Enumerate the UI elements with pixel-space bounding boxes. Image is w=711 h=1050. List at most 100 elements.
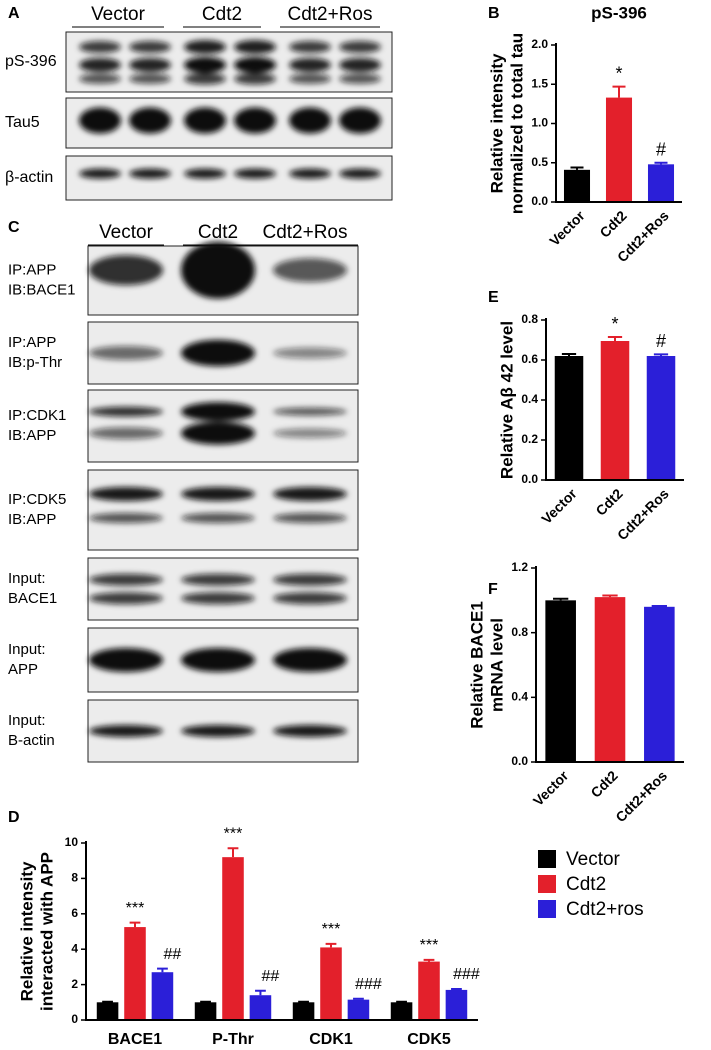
legend-swatch xyxy=(538,850,556,868)
band xyxy=(89,427,163,440)
band xyxy=(339,73,381,84)
band xyxy=(184,168,226,179)
band xyxy=(289,168,331,179)
bar xyxy=(418,961,440,1020)
band xyxy=(89,487,163,501)
error-bar xyxy=(553,597,569,601)
band xyxy=(89,725,163,737)
row-label: Tau5 xyxy=(5,114,40,131)
y-tick-label: 8 xyxy=(71,871,78,885)
x-tick-label: Cdt2 xyxy=(592,485,625,518)
error-bar xyxy=(396,1000,407,1003)
x-tick-label: Vector xyxy=(546,207,588,249)
legend-label: Vector xyxy=(566,849,621,870)
error-bar xyxy=(102,1000,113,1003)
error-bar xyxy=(255,989,266,996)
band xyxy=(181,573,255,586)
row-label: IP:CDK1 xyxy=(8,407,66,424)
band xyxy=(181,513,255,523)
x-tick-label: Vector xyxy=(530,767,572,809)
blot-bands xyxy=(89,339,347,367)
band xyxy=(273,725,347,737)
band xyxy=(273,487,347,501)
row-label: B-actin xyxy=(8,732,55,749)
panel-letter: A xyxy=(8,5,20,22)
blot-bands xyxy=(89,725,347,737)
band xyxy=(273,513,347,523)
y-tick-label: 0.4 xyxy=(521,392,538,406)
y-tick-label: 0.0 xyxy=(531,194,548,208)
band xyxy=(184,73,226,85)
y-tick-label: 6 xyxy=(71,906,78,920)
y-axis-label: Relative Aβ 42 level xyxy=(497,321,516,479)
error-bar xyxy=(423,958,435,962)
band xyxy=(89,573,163,586)
bar xyxy=(194,1002,217,1020)
significance-mark: *** xyxy=(224,826,243,843)
row-label: IP:APP xyxy=(8,261,56,278)
significance-mark: ### xyxy=(355,976,382,993)
significance-mark: ## xyxy=(164,946,182,963)
blot-bands xyxy=(79,168,381,179)
error-bar xyxy=(612,85,626,98)
band xyxy=(339,107,381,134)
legend-swatch xyxy=(538,875,556,893)
row-label: β-actin xyxy=(5,169,53,186)
bar xyxy=(249,995,272,1020)
error-bar xyxy=(570,166,584,170)
bar xyxy=(545,600,576,762)
band xyxy=(79,58,121,72)
significance-mark: # xyxy=(656,331,666,351)
y-axis-label: Relative BACE1 xyxy=(467,601,486,729)
bar xyxy=(644,606,675,762)
y-axis-label: interacted with APP xyxy=(37,852,56,1011)
x-tick-label: Cdt2 xyxy=(596,207,629,240)
band xyxy=(234,56,276,74)
y-tick-label: 10 xyxy=(65,835,79,849)
error-bar xyxy=(451,988,462,991)
row-label: Input: xyxy=(8,712,46,729)
band xyxy=(273,407,347,416)
band xyxy=(89,346,163,360)
band xyxy=(289,107,331,134)
row-label: IB:APP xyxy=(8,427,56,444)
band xyxy=(234,40,276,54)
legend-swatch xyxy=(538,900,556,918)
blot-bands xyxy=(89,487,347,523)
bar xyxy=(151,972,174,1020)
lane-group-label: Vector xyxy=(91,4,146,25)
bar xyxy=(320,947,342,1020)
y-tick-label: 0.4 xyxy=(511,690,528,704)
significance-mark: *** xyxy=(420,937,439,954)
blot-bands xyxy=(79,40,381,85)
band xyxy=(184,56,226,74)
row-label: IP:CDK5 xyxy=(8,491,66,508)
error-bar xyxy=(298,1000,309,1003)
chart-title: pS-396 xyxy=(591,3,647,22)
blot-bands xyxy=(89,402,347,445)
bar xyxy=(605,97,633,202)
blot-frame xyxy=(65,31,393,93)
bar xyxy=(554,356,584,480)
error-bar xyxy=(227,847,239,858)
panel-letter: C xyxy=(8,219,20,236)
band xyxy=(89,592,163,605)
y-tick-label: 2.0 xyxy=(531,37,548,51)
row-label: pS-396 xyxy=(5,53,57,70)
row-label: IP:APP xyxy=(8,334,56,351)
lane-group-label: Cdt2+Ros xyxy=(287,4,372,25)
y-tick-label: 1.2 xyxy=(511,560,528,574)
band xyxy=(234,168,276,179)
bar xyxy=(292,1002,315,1020)
lane-group-label: Cdt2+Ros xyxy=(262,222,347,243)
bar xyxy=(96,1002,119,1020)
y-tick-label: 0.8 xyxy=(521,312,538,326)
x-tick-label: CDK1 xyxy=(309,1031,353,1048)
band xyxy=(129,107,171,134)
y-tick-label: 0.8 xyxy=(511,625,528,639)
y-axis-label: mRNA level xyxy=(487,618,506,712)
error-bar xyxy=(157,967,168,973)
blot-bands xyxy=(89,241,347,299)
band xyxy=(79,107,121,134)
y-tick-label: 0.6 xyxy=(521,352,538,366)
